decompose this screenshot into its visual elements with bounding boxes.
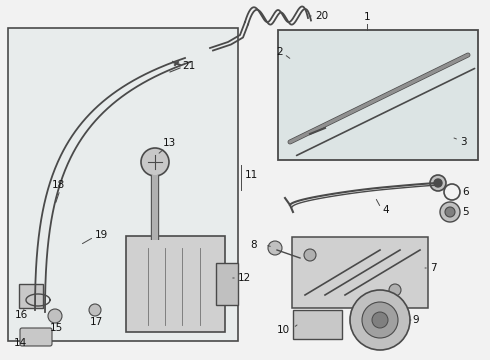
Circle shape [444,184,460,200]
Text: 14: 14 [14,338,27,348]
Text: 12: 12 [238,273,251,283]
Circle shape [89,304,101,316]
Bar [278,30,478,160]
Text: 6: 6 [462,187,468,197]
Circle shape [362,302,398,338]
Circle shape [434,179,442,187]
Text: 20: 20 [315,11,328,21]
Text: 7: 7 [430,263,437,273]
Text: 3: 3 [460,137,466,147]
FancyBboxPatch shape [19,284,43,308]
FancyBboxPatch shape [292,237,428,308]
Circle shape [48,309,62,323]
Text: 15: 15 [50,323,63,333]
Text: 5: 5 [462,207,468,217]
Bar [8,28,238,341]
Text: 19: 19 [95,230,108,240]
Text: 21: 21 [182,61,195,71]
Text: 1: 1 [364,12,370,22]
Text: 16: 16 [15,310,28,320]
Circle shape [445,207,455,217]
Circle shape [268,241,282,255]
Circle shape [304,249,316,261]
Circle shape [141,148,169,176]
Text: 18: 18 [52,180,65,190]
Circle shape [389,284,401,296]
FancyBboxPatch shape [126,236,225,332]
Circle shape [350,290,410,350]
Text: 11: 11 [245,170,258,180]
Circle shape [440,202,460,222]
FancyBboxPatch shape [293,310,342,339]
FancyBboxPatch shape [20,328,52,346]
Text: 2: 2 [276,47,283,57]
Text: 8: 8 [250,240,257,250]
FancyBboxPatch shape [216,263,238,305]
Text: 10: 10 [277,325,290,335]
Circle shape [430,175,446,191]
Text: 13: 13 [163,138,176,148]
Text: 17: 17 [90,317,103,327]
Text: 4: 4 [382,205,389,215]
Circle shape [372,312,388,328]
Text: 9: 9 [412,315,418,325]
